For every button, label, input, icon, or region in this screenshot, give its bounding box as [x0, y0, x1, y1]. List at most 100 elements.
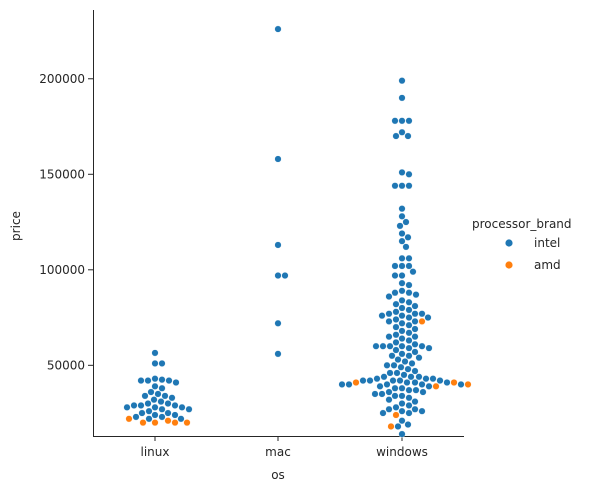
- data-point-intel: [385, 310, 393, 318]
- data-point-intel: [398, 400, 406, 408]
- data-point-intel: [411, 379, 419, 387]
- data-point-intel: [405, 117, 413, 125]
- data-point-intel: [398, 296, 406, 304]
- legend-marker-amd: [505, 261, 513, 269]
- data-point-intel: [391, 289, 399, 297]
- data-point-intel: [281, 272, 289, 280]
- data-point-intel: [151, 359, 159, 367]
- legend-label-amd: amd: [534, 258, 561, 272]
- x-ticks: linux mac windows: [141, 436, 428, 459]
- data-point-intel: [401, 358, 409, 366]
- data-point-intel: [411, 325, 419, 333]
- legend-title: processor_brand: [472, 217, 572, 231]
- data-point-intel: [398, 304, 406, 312]
- data-point-intel: [424, 314, 432, 322]
- data-point-intel: [398, 272, 406, 280]
- data-point-intel: [371, 390, 379, 398]
- data-point-intel: [392, 338, 400, 346]
- data-point-intel: [385, 396, 393, 404]
- data-point-intel: [411, 348, 419, 356]
- data-point-intel: [383, 361, 391, 369]
- data-point-intel: [378, 312, 386, 320]
- data-point-intel: [412, 386, 420, 394]
- data-point-intel: [443, 379, 451, 387]
- data-point-intel: [398, 319, 406, 327]
- data-point-intel: [366, 377, 374, 385]
- x-axis-label: os: [271, 468, 285, 482]
- data-point-intel: [418, 342, 426, 350]
- data-point-intel: [425, 382, 433, 390]
- data-point-intel: [411, 310, 419, 318]
- data-point-intel: [392, 300, 400, 308]
- data-point-intel: [172, 379, 180, 387]
- data-point-intel: [158, 405, 166, 413]
- data-point-intel: [145, 415, 153, 423]
- data-point-intel: [398, 77, 406, 85]
- data-point-amd: [125, 415, 133, 423]
- data-point-intel: [392, 331, 400, 339]
- data-point-intel: [398, 279, 406, 287]
- data-point-intel: [380, 373, 388, 381]
- data-point-intel: [178, 403, 186, 411]
- data-point-intel: [405, 344, 413, 352]
- x-tick-label: mac: [265, 445, 291, 459]
- data-point-intel: [164, 400, 172, 408]
- data-point-intel: [137, 377, 145, 385]
- data-point-intel: [398, 312, 406, 320]
- data-point-intel: [419, 388, 427, 396]
- data-point-intel: [411, 317, 419, 325]
- data-point-intel: [130, 401, 138, 409]
- y-tick-label: 150000: [39, 167, 85, 181]
- data-point-intel: [171, 411, 179, 419]
- legend-marker-intel: [505, 239, 513, 247]
- data-point-intel: [158, 376, 166, 384]
- data-point-intel: [405, 394, 413, 402]
- data-point-intel: [145, 407, 153, 415]
- data-point-intel: [157, 398, 165, 406]
- data-point-intel: [393, 369, 401, 377]
- data-point-intel: [411, 302, 419, 310]
- y-tick-label: 100000: [39, 263, 85, 277]
- data-point-intel: [405, 352, 413, 360]
- data-point-intel: [392, 308, 400, 316]
- data-point-intel: [397, 363, 405, 371]
- data-point-intel: [154, 390, 162, 398]
- data-point-intel: [407, 373, 415, 381]
- data-point-intel: [398, 417, 406, 425]
- data-point-intel: [385, 293, 393, 301]
- data-point-intel: [405, 336, 413, 344]
- legend-label-intel: intel: [534, 236, 560, 250]
- data-point-intel: [376, 382, 384, 390]
- data-point-intel: [141, 392, 149, 400]
- data-point-intel: [378, 390, 386, 398]
- data-point-intel: [405, 281, 413, 289]
- data-point-intel: [168, 394, 176, 402]
- data-point-intel: [398, 335, 406, 343]
- data-point-intel: [144, 377, 152, 385]
- data-point-intel: [398, 94, 406, 102]
- x-tick-label: linux: [141, 445, 170, 459]
- data-point-amd: [392, 411, 400, 419]
- data-point-intel: [161, 392, 169, 400]
- data-point-intel: [405, 314, 413, 322]
- data-point-intel: [405, 306, 413, 314]
- data-point-intel: [338, 380, 346, 388]
- data-point-intel: [394, 422, 402, 430]
- data-point-intel: [151, 382, 159, 390]
- data-point-intel: [409, 268, 417, 276]
- data-point-intel: [398, 430, 406, 438]
- data-point-intel: [398, 384, 406, 392]
- data-point-amd: [387, 422, 395, 430]
- data-point-intel: [386, 342, 394, 350]
- data-point-intel: [418, 310, 426, 318]
- data-point-amd: [352, 379, 360, 387]
- data-point-intel: [398, 230, 406, 238]
- data-point-intel: [398, 350, 406, 358]
- data-point-intel: [132, 413, 140, 421]
- data-point-intel: [398, 327, 406, 335]
- data-point-amd: [164, 417, 172, 425]
- data-point-intel: [398, 205, 406, 213]
- data-point-intel: [398, 392, 406, 400]
- data-point-intel: [385, 333, 393, 341]
